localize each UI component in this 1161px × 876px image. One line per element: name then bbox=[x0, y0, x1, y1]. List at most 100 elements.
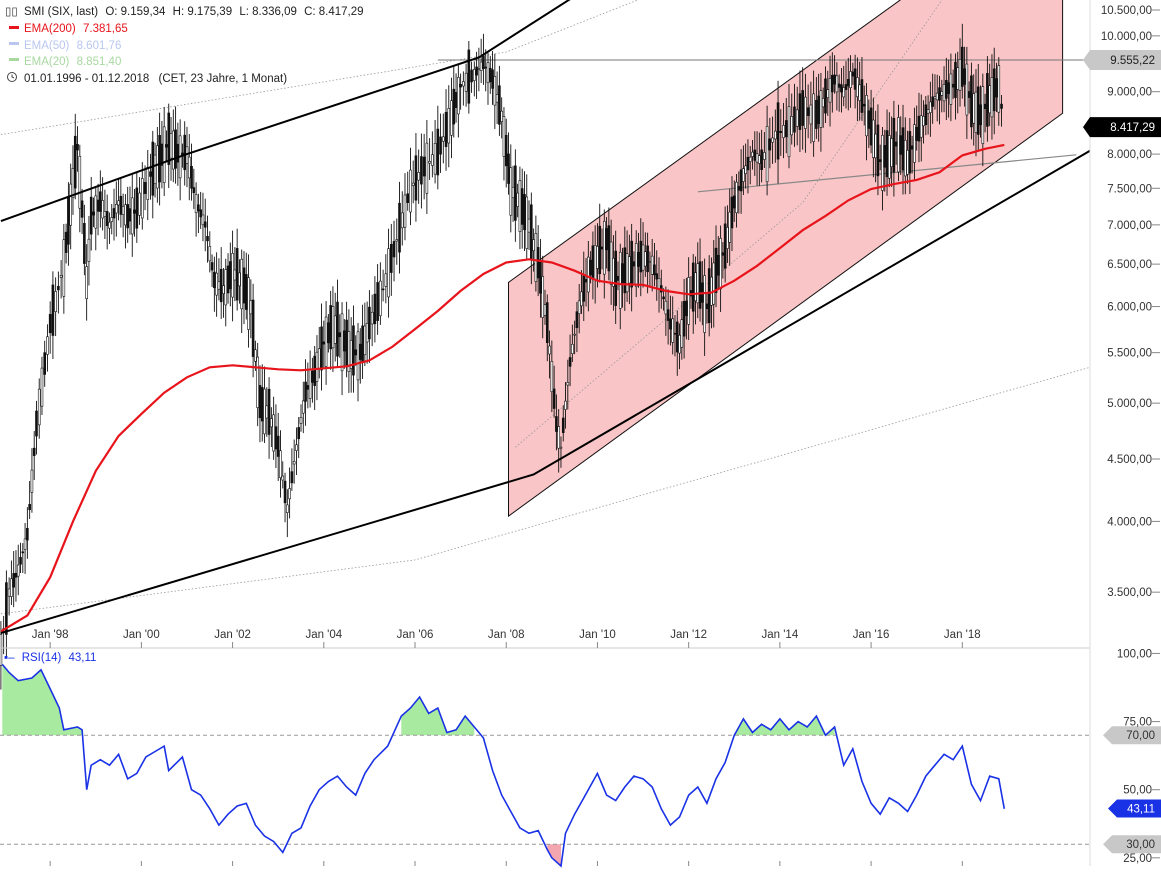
candle-body bbox=[46, 336, 49, 355]
candle-body bbox=[452, 88, 456, 125]
candle-body bbox=[525, 196, 529, 249]
candle-body bbox=[901, 127, 905, 171]
candle-body bbox=[669, 318, 672, 330]
candle-body bbox=[621, 263, 624, 284]
candle-body bbox=[96, 199, 100, 212]
candle-body bbox=[454, 92, 458, 108]
rsi-current-label: 43,11 bbox=[1127, 803, 1155, 815]
candle-body bbox=[422, 156, 426, 177]
candle-body bbox=[208, 246, 212, 262]
candle-body bbox=[143, 182, 147, 194]
candle-body bbox=[705, 303, 709, 309]
candle-body bbox=[990, 77, 994, 118]
candle-body bbox=[753, 149, 757, 161]
candle-body bbox=[721, 252, 725, 256]
candle-body bbox=[935, 92, 939, 101]
candle-body bbox=[283, 480, 287, 504]
candle-body bbox=[320, 326, 323, 371]
candle-body bbox=[352, 325, 355, 376]
candle-body bbox=[373, 293, 377, 325]
candle-body bbox=[552, 388, 556, 409]
candle-body bbox=[356, 331, 360, 381]
candle-body bbox=[947, 82, 950, 94]
candle-body bbox=[176, 143, 180, 163]
candle-body bbox=[327, 322, 330, 344]
candle-body bbox=[281, 475, 285, 481]
candle-body bbox=[244, 274, 248, 310]
time-tick-label: Jan '16 bbox=[853, 629, 890, 641]
candle-body bbox=[121, 206, 125, 215]
candle-body bbox=[54, 291, 57, 312]
candle-body bbox=[488, 67, 492, 83]
candle-body bbox=[398, 202, 401, 253]
candle-body bbox=[815, 99, 818, 129]
candle-body bbox=[114, 204, 118, 214]
candle-body bbox=[840, 84, 843, 93]
candle-body bbox=[657, 278, 661, 289]
candle-body bbox=[897, 117, 900, 173]
ema200-line bbox=[0, 143, 1005, 633]
price-series bbox=[0, 23, 1003, 690]
candle-body bbox=[462, 81, 465, 87]
candle-body bbox=[151, 141, 155, 196]
candle-body bbox=[217, 281, 221, 290]
candle-body bbox=[748, 156, 752, 162]
candle-body bbox=[279, 450, 282, 479]
candle-body bbox=[149, 171, 152, 177]
candle-body bbox=[28, 504, 31, 511]
candle-body bbox=[103, 211, 107, 217]
candle-body bbox=[972, 93, 976, 124]
candle-body bbox=[254, 349, 257, 362]
trend-channel bbox=[508, 0, 1064, 518]
candle-body bbox=[270, 418, 273, 428]
candle-body bbox=[256, 356, 259, 408]
time-tick-label: Jan '06 bbox=[397, 629, 434, 641]
candle-body bbox=[167, 112, 171, 165]
candle-body bbox=[714, 247, 718, 293]
price-tick-label: 10.500,00 bbox=[1101, 5, 1152, 17]
candle-body bbox=[872, 119, 875, 158]
rsi-current-marker bbox=[1108, 799, 1161, 818]
candle-body bbox=[286, 504, 289, 513]
candle-body bbox=[105, 211, 109, 227]
candle-body bbox=[265, 405, 269, 419]
candle-body bbox=[817, 95, 820, 125]
rsi-overbought-fill bbox=[2, 664, 83, 736]
candle-body bbox=[331, 306, 335, 349]
candle-body bbox=[0, 634, 3, 666]
candle-body bbox=[119, 196, 123, 215]
candle-body bbox=[641, 244, 645, 271]
candle-body bbox=[516, 192, 519, 207]
candle-body bbox=[126, 204, 129, 229]
time-tick-label: Jan '08 bbox=[488, 629, 525, 641]
candle-body bbox=[728, 211, 732, 243]
candle-body bbox=[73, 135, 77, 189]
candle-body bbox=[395, 239, 399, 242]
candle-body bbox=[532, 239, 535, 252]
rsi-line bbox=[1, 663, 1006, 868]
candle-body bbox=[862, 103, 866, 107]
candle-body bbox=[908, 131, 912, 174]
candle-body bbox=[133, 209, 136, 214]
candle-body bbox=[384, 273, 388, 287]
candle-body bbox=[32, 447, 36, 456]
candle-body bbox=[23, 538, 27, 550]
candle-body bbox=[35, 410, 38, 437]
candle-body bbox=[605, 228, 608, 251]
candle-body bbox=[340, 313, 344, 372]
candle-body bbox=[869, 107, 873, 146]
candle-body bbox=[174, 129, 177, 169]
candle-body bbox=[240, 258, 244, 310]
ohlc-high: H: 9.175,39 bbox=[173, 6, 232, 18]
candle-body bbox=[602, 221, 606, 275]
last-price-marker bbox=[1083, 117, 1161, 138]
candle-body bbox=[673, 332, 677, 335]
rsi-tick-label: 25,00 bbox=[1123, 853, 1152, 865]
time-tick-label: Jan '00 bbox=[123, 629, 160, 641]
candle-body bbox=[16, 564, 20, 577]
candle-body bbox=[64, 231, 68, 253]
candle-body bbox=[502, 116, 506, 157]
candle-body bbox=[249, 300, 253, 315]
time-tick-label: Jan '02 bbox=[214, 629, 251, 641]
candle-body bbox=[258, 385, 262, 419]
